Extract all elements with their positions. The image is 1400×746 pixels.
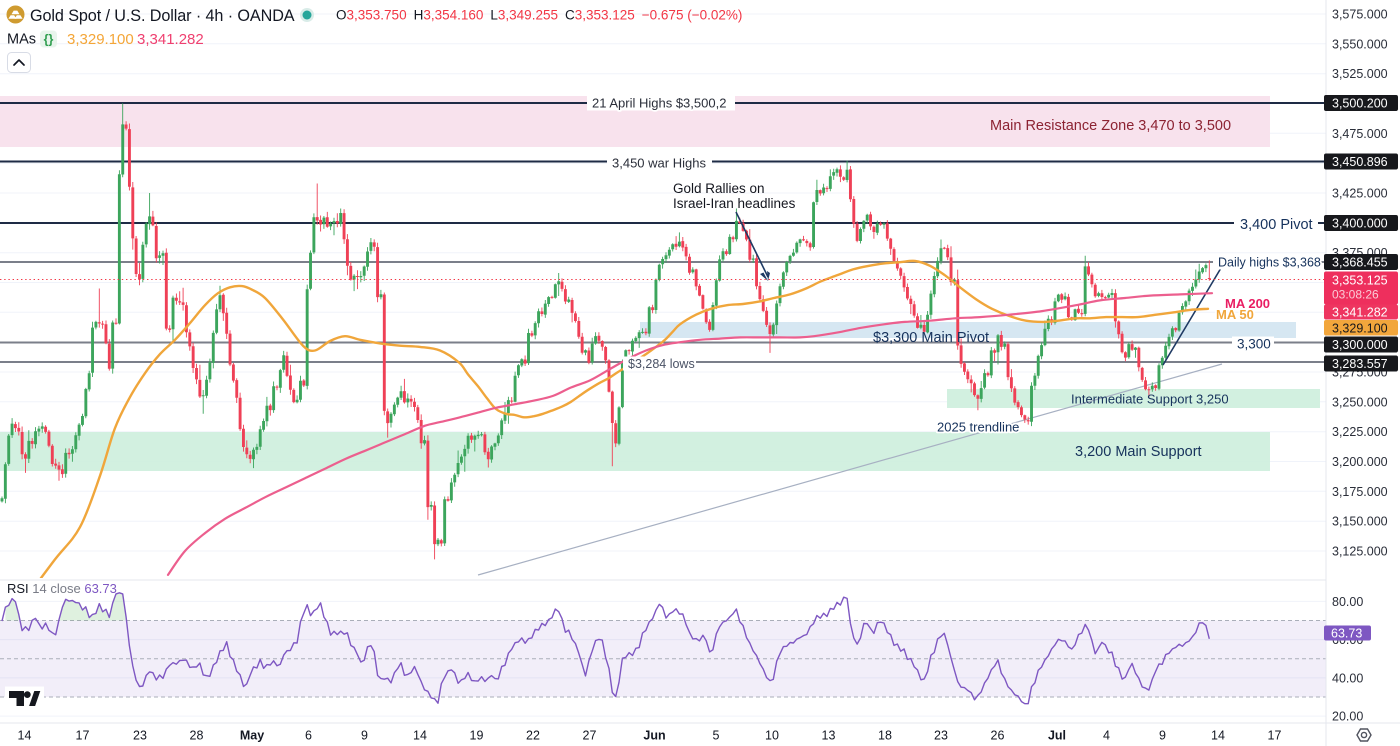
svg-text:Jul: Jul <box>1048 729 1066 743</box>
svg-text:3,283.557: 3,283.557 <box>1332 357 1388 371</box>
svg-text:3,450 war Highs: 3,450 war Highs <box>612 156 706 171</box>
svg-text:27: 27 <box>583 729 597 743</box>
svg-text:3,425.000: 3,425.000 <box>1332 187 1388 201</box>
svg-text:14: 14 <box>1211 729 1225 743</box>
svg-text:3,300.000: 3,300.000 <box>1332 338 1388 352</box>
svg-text:3,400.000: 3,400.000 <box>1332 217 1388 231</box>
svg-text:3,500.200: 3,500.200 <box>1332 97 1388 111</box>
svg-text:17: 17 <box>1268 729 1282 743</box>
svg-text:Israel-Iran headlines: Israel-Iran headlines <box>673 196 796 211</box>
svg-text:Jun: Jun <box>643 729 665 743</box>
svg-text:20.00: 20.00 <box>1332 710 1363 724</box>
svg-text:$3,284 lows: $3,284 lows <box>628 357 695 371</box>
svg-text:13: 13 <box>822 729 836 743</box>
svg-text:3,353.125: 3,353.125 <box>1332 274 1388 288</box>
svg-text:03:08:26: 03:08:26 <box>1332 288 1379 302</box>
svg-text:23: 23 <box>133 729 147 743</box>
svg-text:28: 28 <box>190 729 204 743</box>
svg-text:10: 10 <box>765 729 779 743</box>
svg-text:19: 19 <box>470 729 484 743</box>
svg-text:Gold Rallies on: Gold Rallies on <box>673 181 765 196</box>
svg-text:3,400 Pivot: 3,400 Pivot <box>1240 217 1313 233</box>
svg-text:3,150.000: 3,150.000 <box>1332 515 1388 529</box>
svg-text:3,200 Main Support: 3,200 Main Support <box>1075 444 1202 460</box>
svg-text:May: May <box>240 729 264 743</box>
svg-text:3,225.000: 3,225.000 <box>1332 425 1388 439</box>
svg-text:26: 26 <box>991 729 1005 743</box>
svg-text:Gold Spot / U.S. Dollar · 4h ·: Gold Spot / U.S. Dollar · 4h · OANDA <box>30 7 295 25</box>
svg-text:3,368.455: 3,368.455 <box>1332 256 1388 270</box>
svg-text:3,175.000: 3,175.000 <box>1332 485 1388 499</box>
svg-text:3,329.100: 3,329.100 <box>67 31 134 48</box>
svg-text:3,575.000: 3,575.000 <box>1332 8 1388 22</box>
svg-text:14: 14 <box>413 729 427 743</box>
svg-text:63.73: 63.73 <box>1331 627 1362 641</box>
svg-text:$3,300 Main Pivot: $3,300 Main Pivot <box>873 330 989 346</box>
svg-text:MA 50: MA 50 <box>1216 307 1254 322</box>
svg-text:3,525.000: 3,525.000 <box>1332 67 1388 81</box>
svg-text:Main Resistance Zone 3,470 to: Main Resistance Zone 3,470 to 3,500 <box>990 118 1231 134</box>
svg-text:17: 17 <box>76 729 90 743</box>
svg-text:9: 9 <box>361 729 368 743</box>
svg-text:3,200.000: 3,200.000 <box>1332 455 1388 469</box>
svg-text:14: 14 <box>18 729 32 743</box>
svg-text:Daily highs $3,368: Daily highs $3,368 <box>1218 256 1321 270</box>
svg-text:3,300: 3,300 <box>1237 337 1271 352</box>
svg-text:MA 200: MA 200 <box>1225 296 1270 311</box>
svg-text:80.00: 80.00 <box>1332 595 1363 609</box>
svg-text:RSI 14 close 63.73: RSI 14 close 63.73 <box>7 581 117 596</box>
svg-text:3,329.100: 3,329.100 <box>1332 322 1388 336</box>
svg-text:5: 5 <box>713 729 720 743</box>
svg-text:2025 trendline: 2025 trendline <box>937 420 1019 435</box>
svg-text:3,341.282: 3,341.282 <box>137 31 204 48</box>
svg-text:6: 6 <box>305 729 312 743</box>
svg-text:3,125.000: 3,125.000 <box>1332 545 1388 559</box>
svg-text:40.00: 40.00 <box>1332 671 1363 685</box>
svg-text:MAs: MAs <box>7 32 36 48</box>
svg-text:23: 23 <box>934 729 948 743</box>
svg-text:3,550.000: 3,550.000 <box>1332 37 1388 51</box>
svg-text:22: 22 <box>526 729 540 743</box>
svg-text:18: 18 <box>878 729 892 743</box>
svg-text:{}: {} <box>44 33 54 47</box>
svg-text:3,475.000: 3,475.000 <box>1332 127 1388 141</box>
svg-text:Intermediate Support 3,250: Intermediate Support 3,250 <box>1071 392 1229 407</box>
svg-text:3,250.000: 3,250.000 <box>1332 395 1388 409</box>
svg-text:4: 4 <box>1103 729 1110 743</box>
svg-text:9: 9 <box>1159 729 1166 743</box>
svg-text:3,450.896: 3,450.896 <box>1332 155 1388 169</box>
svg-text:21 April Highs $3,500,2: 21 April Highs $3,500,2 <box>592 96 726 111</box>
svg-text:3,341.282: 3,341.282 <box>1332 306 1388 320</box>
